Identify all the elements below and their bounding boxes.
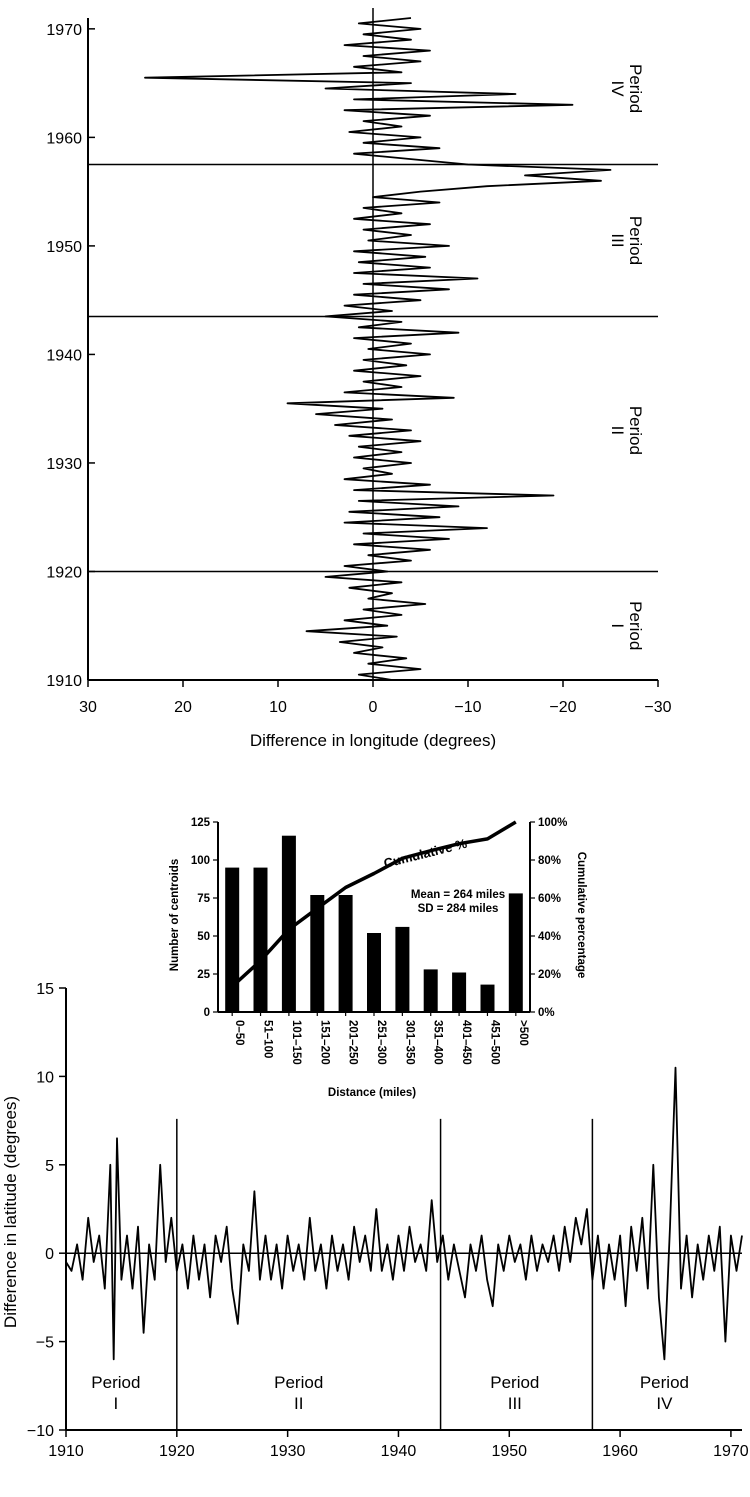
y-tick-label: 1940: [46, 347, 82, 364]
latitude-series-line: [65, 1066, 743, 1361]
histogram-bar: [452, 972, 467, 1012]
x-tick-label: −30: [644, 699, 671, 716]
histogram-bar: [423, 969, 438, 1012]
y-tick-label: 5: [45, 1158, 54, 1175]
x-tick-label: 0–50: [233, 1020, 245, 1046]
period-roman-label: II: [294, 1394, 303, 1413]
longitude-axes: 1910 1920 1930 1940 1950 1960 1970 30 20 10 0 −10 −2…: [46, 18, 672, 716]
x-tick-label: 101–150: [290, 1020, 302, 1065]
y-tick-label: 25: [197, 969, 210, 981]
x-tick-label: 1950: [491, 1443, 527, 1460]
histogram-bar: [310, 895, 325, 1012]
longitude-chart: 1910 1920 1930 1940 1950 1960 1970 30 20 10 0 −10 −2…: [46, 8, 672, 750]
x-tick-label: 30: [79, 699, 97, 716]
x-tick-label: 0: [369, 699, 378, 716]
x-tick-label: 1920: [159, 1443, 195, 1460]
latitude-y-axis-label: Difference in latitude (degrees): [1, 1096, 20, 1328]
y2-tick-label: 100%: [538, 817, 567, 829]
y2-tick-label: 0%: [538, 1007, 555, 1019]
period-label: Period: [91, 1373, 140, 1392]
y-tick-label: −5: [36, 1335, 54, 1352]
y-tick-label: 1930: [46, 456, 82, 473]
x-tick-label: −10: [454, 699, 481, 716]
x-tick-label: 1970: [713, 1443, 749, 1460]
histogram-y2-axis-label: Cumulative percentage: [575, 852, 587, 979]
x-tick-label: 51–100: [262, 1020, 274, 1058]
cumulative-series-label: Cumulative %: [382, 836, 469, 871]
y2-tick-label: 80%: [538, 855, 561, 867]
period-roman-label: III: [608, 233, 627, 247]
histogram-bar: [367, 933, 381, 1012]
period-roman-label: I: [114, 1394, 119, 1413]
y2-tick-label: 60%: [538, 893, 561, 905]
cumulative-percent-line: [231, 820, 517, 988]
sd-annotation: SD = 284 miles: [418, 903, 499, 915]
x-tick-label: 251–300: [375, 1020, 387, 1065]
period-label: Period: [626, 406, 645, 455]
y-tick-label: 125: [191, 817, 211, 829]
histogram-bars: [225, 835, 523, 1012]
x-tick-label: 1910: [48, 1443, 84, 1460]
x-tick-label: 1940: [381, 1443, 417, 1460]
histogram-axes: 0 25 50 75 100 125 0% 20% 40% 60% 80% 100% 0–50 51–10…: [191, 817, 568, 1065]
period-label: Period: [490, 1373, 539, 1392]
y-tick-label: 15: [36, 981, 54, 998]
histogram-bar: [508, 893, 523, 1012]
x-tick-label: −20: [549, 699, 576, 716]
y-tick-label: 1920: [46, 564, 82, 581]
distance-histogram-chart: 0 25 50 75 100 125 0% 20% 40% 60% 80% 100% 0–50 51–10…: [169, 817, 587, 1099]
histogram-bar: [480, 984, 495, 1012]
period-roman-label: IV: [608, 81, 627, 98]
x-tick-label: 20: [174, 699, 192, 716]
period-label: Period: [626, 601, 645, 650]
y-tick-label: 100: [191, 855, 210, 867]
y-tick-label: 75: [197, 893, 210, 905]
x-tick-label: 1960: [602, 1443, 638, 1460]
histogram-bar: [225, 867, 240, 1012]
period-roman-label: IV: [656, 1394, 673, 1413]
y-tick-label: 1910: [46, 673, 82, 690]
histogram-bar: [395, 926, 410, 1012]
histogram-y-axis-label: Number of centroids: [169, 859, 181, 971]
longitude-x-axis-label: Difference in longitude (degrees): [250, 731, 496, 750]
histogram-x-axis-label: Distance (miles): [328, 1087, 416, 1099]
period-roman-label: I: [608, 623, 627, 628]
y-tick-label: 1950: [46, 239, 82, 256]
y2-tick-label: 20%: [538, 969, 561, 981]
x-tick-label: 1930: [270, 1443, 306, 1460]
period-roman-label: II: [608, 426, 627, 435]
y-tick-label: −10: [27, 1423, 54, 1440]
x-tick-label: 401–450: [460, 1020, 472, 1065]
y-tick-label: 1960: [46, 130, 82, 147]
y2-tick-label: 40%: [538, 931, 561, 943]
histogram-bar: [253, 867, 268, 1012]
y-tick-label: 1970: [46, 22, 82, 39]
x-tick-label: >500: [517, 1020, 529, 1046]
mean-annotation: Mean = 264 miles: [411, 889, 505, 901]
latitude-period-labels: Period I Period II Period III Period IV: [91, 1373, 689, 1413]
histogram-bar: [281, 835, 296, 1012]
period-roman-label: III: [508, 1394, 522, 1413]
y-tick-label: 50: [197, 931, 210, 943]
x-tick-label: 451–500: [489, 1020, 501, 1065]
y-tick-label: 0: [204, 1007, 210, 1019]
x-tick-label: 10: [269, 699, 287, 716]
x-tick-label: 301–350: [403, 1020, 415, 1065]
x-tick-label: 351–400: [432, 1020, 444, 1065]
y-tick-label: 0: [45, 1246, 54, 1263]
x-tick-label: 201–250: [347, 1020, 359, 1065]
period-label: Period: [626, 64, 645, 113]
period-label: Period: [640, 1373, 689, 1392]
period-label: Period: [274, 1373, 323, 1392]
x-tick-label: 151–200: [318, 1020, 330, 1065]
y-tick-label: 10: [36, 1069, 54, 1086]
latitude-axes: −10 −5 0 5 10 15 1910 1920 1930 1940 1950 1960 1970: [27, 981, 749, 1460]
longitude-series-line: [144, 17, 612, 681]
period-label: Period: [626, 216, 645, 265]
histogram-bar: [338, 895, 353, 1012]
